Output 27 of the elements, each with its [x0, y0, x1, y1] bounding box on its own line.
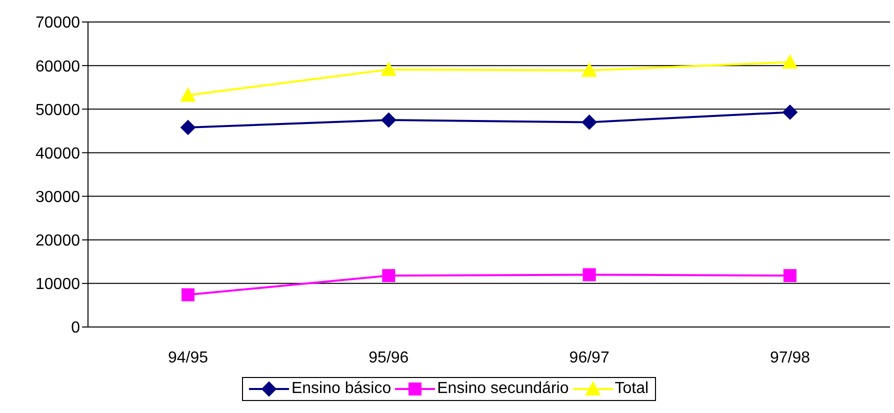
x-tick-label: 94/95 [168, 349, 208, 366]
y-tick-label: 60000 [36, 58, 80, 76]
legend-label: Total [614, 380, 649, 398]
point [782, 54, 798, 69]
legend-label: Ensino secundário [437, 380, 569, 398]
y-tick-label: 0 [71, 320, 80, 337]
point [382, 269, 396, 282]
point [582, 62, 597, 77]
y-tick-label: 10000 [36, 276, 80, 294]
point [180, 88, 196, 102]
x-tick-label: 95/96 [368, 349, 409, 366]
y-tick-label: 50000 [36, 102, 80, 119]
point [182, 288, 194, 302]
point [784, 269, 796, 282]
x-tick-label: 97/98 [770, 349, 810, 366]
x-tick-label: 96/97 [569, 349, 610, 366]
point [582, 268, 596, 282]
point [582, 114, 597, 130]
y-tick-label: 40000 [36, 145, 80, 162]
y-tick-label: 20000 [36, 232, 80, 250]
y-tick-label: 70000 [36, 14, 80, 32]
point [782, 104, 798, 120]
point [180, 120, 196, 135]
point [381, 112, 396, 128]
y-tick-label: 30000 [36, 188, 80, 206]
point [381, 62, 396, 76]
legend-label: Ensino básico [291, 380, 392, 398]
